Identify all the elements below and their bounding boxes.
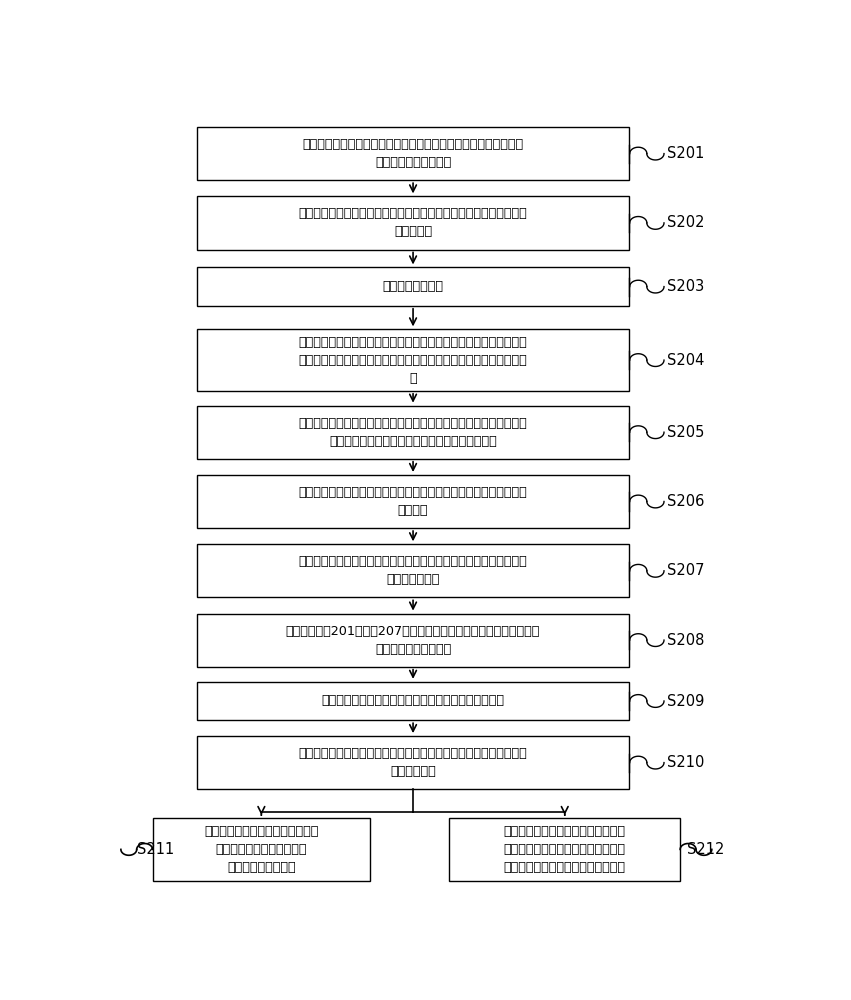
Text: 获取该误差位于预设误差范围的目标尺寸数据的个数在全部目标尺寸
数据中的比例: 获取该误差位于预设误差范围的目标尺寸数据的个数在全部目标尺寸 数据中的比例 [299,747,528,778]
FancyBboxPatch shape [449,818,680,881]
Text: 获取预设探测角度: 获取预设探测角度 [383,280,443,293]
Text: S210: S210 [667,755,705,770]
FancyBboxPatch shape [197,475,629,528]
FancyBboxPatch shape [197,196,629,249]
Text: S202: S202 [667,215,705,230]
Text: S205: S205 [667,425,705,440]
Text: S209: S209 [667,694,705,708]
Text: S206: S206 [667,494,705,509]
Text: S204: S204 [667,353,705,368]
Text: 若该比例大于或者等于预设比例阈
值，确定该预设寻车位算法
为该最优寻车位算法: 若该比例大于或者等于预设比例阈 值，确定该预设寻车位算法 为该最优寻车位算法 [204,825,318,874]
Text: S201: S201 [667,146,705,161]
Text: S211: S211 [137,842,174,857]
FancyBboxPatch shape [197,267,629,306]
Text: S203: S203 [667,279,705,294]
Text: S212: S212 [687,842,724,857]
Text: 计算每个该目标尺寸数据相对于该实际尺寸数据的误差: 计算每个该目标尺寸数据相对于该实际尺寸数据的误差 [322,694,505,708]
Text: 通过预设寻车位算法在该时间序列距离数据中确定递增跳变距离和递
减跳变距离: 通过预设寻车位算法在该时间序列距离数据中确定递增跳变距离和递 减跳变距离 [299,207,528,238]
FancyBboxPatch shape [197,127,629,180]
Text: 根据该第一轮速脉冲、该第二轮速脉冲以及该第一预设距离计算得到
第三尺寸: 根据该第一轮速脉冲、该第二轮速脉冲以及该第一预设距离计算得到 第三尺寸 [299,486,528,517]
FancyBboxPatch shape [197,736,629,789]
Text: S207: S207 [667,563,705,578]
FancyBboxPatch shape [197,682,629,720]
FancyBboxPatch shape [197,613,629,667]
Text: 获取在递增时刻采集的该车辆的第一轮速脉冲、在递减时刻采集的该
车辆的第二轮速脉冲，以及该车辆的单个轮速脉冲对应的第一预设距
离: 获取在递增时刻采集的该车辆的第一轮速脉冲、在递减时刻采集的该 车辆的第二轮速脉冲… [299,336,528,385]
Text: 按照预设周期采集车辆与目标障碍物的距离数据，并按照采集时刻
得到时间序列距离数据: 按照预设周期采集车辆与目标障碍物的距离数据，并按照采集时刻 得到时间序列距离数据 [302,138,523,169]
FancyBboxPatch shape [152,818,370,881]
Text: 根据该递增跳变距离和该预设探测角度计算得到第一尺寸，并根据该
递减跳变距离和该预设探测角度计算得到第二尺寸: 根据该递增跳变距离和该预设探测角度计算得到第一尺寸，并根据该 递减跳变距离和该预… [299,417,528,448]
Text: S208: S208 [667,633,705,648]
FancyBboxPatch shape [197,406,629,459]
Text: 若该比例小于该预设比例阈值，确定
该预设寻车位算法不为该最优寻车位
算法，对该预设寻车位算法进行优化: 若该比例小于该预设比例阈值，确定 该预设寻车位算法不为该最优寻车位 算法，对该预… [504,825,625,874]
Text: 循环执行步骤201至步骤207，直至循环执行的次数达到预设次数，得
到多个该目标尺寸数据: 循环执行步骤201至步骤207，直至循环执行的次数达到预设次数，得 到多个该目标… [286,625,540,656]
Text: 将该第一尺寸、该第二尺寸以及该第三尺寸的和，作为该目标泊车位
的目标尺寸数据: 将该第一尺寸、该第二尺寸以及该第三尺寸的和，作为该目标泊车位 的目标尺寸数据 [299,555,528,586]
FancyBboxPatch shape [197,329,629,391]
FancyBboxPatch shape [197,544,629,597]
